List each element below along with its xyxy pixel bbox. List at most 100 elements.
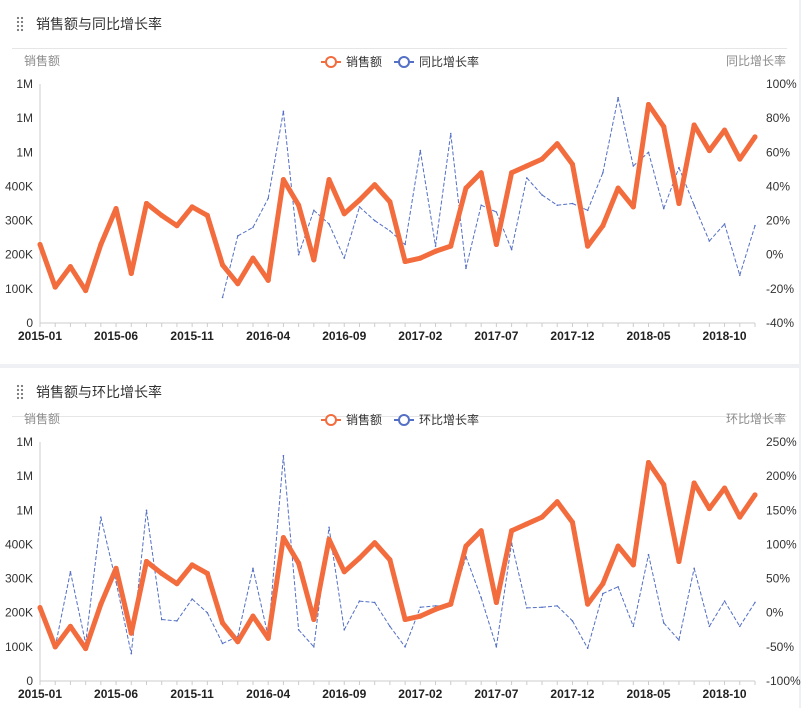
y-tick-label: 0 — [26, 674, 33, 688]
drag-handle-icon[interactable] — [16, 16, 24, 32]
sales-point — [691, 480, 697, 486]
sales-point — [448, 601, 454, 607]
rate-line-segment — [404, 607, 421, 648]
sales-point — [509, 170, 515, 176]
sales-line-segment — [250, 613, 271, 641]
sales-line-segment — [113, 206, 134, 276]
sales-line-segment — [463, 528, 484, 549]
y2-tick-label: 100% — [766, 77, 797, 91]
sales-line-segment — [280, 177, 302, 208]
sales-point — [615, 543, 621, 549]
sales-point — [569, 519, 575, 525]
rate-line-segment — [359, 600, 375, 603]
sales-point — [691, 122, 697, 128]
sales-point — [311, 257, 317, 263]
sales-line-segment — [311, 177, 332, 263]
rate-line-segment — [495, 211, 513, 250]
sales-line-segment — [524, 156, 545, 169]
rate-line-segment — [419, 150, 437, 247]
x-tick-label: 2015-06 — [94, 329, 138, 343]
sales-point — [189, 204, 195, 210]
rate-line-segment — [435, 133, 452, 247]
legend-marker-sales — [325, 56, 337, 68]
legend-label-sales: 销售额 — [346, 412, 382, 427]
sales-point — [630, 562, 636, 568]
sales-line-segment — [159, 212, 180, 229]
sales-point — [524, 163, 530, 169]
y2-tick-label: -50% — [766, 640, 794, 654]
sales-point — [220, 620, 226, 626]
y-tick-label: 100K — [5, 282, 33, 296]
sales-line-segment — [585, 223, 606, 249]
rate-point — [754, 601, 756, 604]
sales-line-segment — [691, 480, 712, 512]
y2-tick-label: -40% — [766, 316, 794, 330]
sales-point — [433, 248, 439, 254]
sales-line-segment — [402, 613, 423, 623]
y2-tick-label: 50% — [766, 572, 790, 586]
rate-line-segment — [556, 605, 573, 622]
sales-line-segment — [296, 202, 317, 263]
y2-tick-label: -20% — [766, 282, 794, 296]
sales-point — [600, 581, 606, 587]
rate-line-segment — [389, 230, 406, 245]
rate-line-segment — [450, 133, 467, 269]
rate-line-segment — [69, 571, 87, 644]
sales-line-segment — [113, 565, 134, 636]
x-tick-label: 2016-09 — [322, 329, 366, 343]
sales-line-segment — [676, 480, 697, 564]
sales-line-segment — [509, 163, 530, 176]
panel-header: 销售额与同比增长率 — [0, 0, 799, 46]
rate-line-segment — [328, 527, 345, 630]
sales-point — [569, 161, 575, 167]
rate-line-segment — [495, 542, 513, 647]
y-axis-title-left: 销售额 — [24, 53, 60, 68]
y2-tick-label: 20% — [766, 214, 790, 228]
rate-line-segment — [708, 223, 725, 242]
sales-point — [356, 555, 362, 561]
y-tick-label: 400K — [5, 179, 33, 193]
chart-panel-mom: 销售额与环比增长率 销售额 环比增长率 销售额 环比增长率 0 100K 200K 300K 4… — [0, 368, 801, 708]
sales-point — [554, 141, 560, 147]
sales-point — [676, 201, 682, 206]
rate-line-segment — [480, 597, 497, 648]
x-tick-label: 2017-12 — [550, 687, 594, 701]
legend-label-rate: 环比增长率 — [419, 412, 479, 427]
rate-line-segment — [632, 151, 649, 167]
sales-point — [585, 243, 591, 249]
y-tick-label: 200K — [5, 248, 33, 262]
sales-line-segment — [554, 499, 575, 525]
sales-point — [417, 613, 423, 619]
panel-title: 销售额与同比增长率 — [36, 16, 162, 32]
sales-line-segment — [493, 170, 515, 247]
y2-tick-label: 0% — [766, 606, 784, 620]
rate-line-segment — [465, 205, 482, 269]
y-tick-label: 200K — [5, 606, 33, 620]
y2-tick-label: 60% — [766, 145, 790, 159]
rate-line-segment — [282, 111, 300, 255]
sales-point — [98, 241, 104, 247]
y-axis-title-right: 环比增长率 — [726, 411, 786, 426]
drag-handle-icon[interactable] — [16, 384, 24, 400]
rate-line-segment — [632, 554, 649, 627]
sales-point — [661, 124, 667, 130]
x-tick-label: 2016-09 — [322, 687, 366, 701]
rate-line-segment — [465, 556, 482, 598]
rate-line-segment — [587, 172, 604, 211]
sales-line-segment — [402, 255, 423, 265]
sales-line-segment — [52, 623, 73, 650]
rate-line-segment — [648, 554, 665, 624]
sales-point — [235, 281, 241, 287]
divider — [12, 48, 787, 49]
sales-point — [37, 605, 43, 611]
y-tick-label: 1M — [16, 111, 33, 125]
sales-point — [646, 101, 652, 107]
chart-panel-yoy: 销售额与同比增长率 销售额 同比增长率 销售额 同比增长率 0 100K 200K 300K 4… — [0, 0, 799, 364]
sales-line-segment — [311, 536, 332, 623]
x-tick-label: 2017-02 — [398, 329, 442, 343]
sales-point — [722, 485, 728, 491]
y-axis-title-left: 销售额 — [24, 411, 60, 426]
sales-point — [448, 243, 454, 249]
sales-line-segment — [341, 555, 362, 575]
y-tick-label: 1M — [16, 145, 33, 159]
